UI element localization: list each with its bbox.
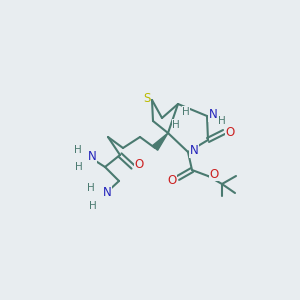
Text: N: N — [208, 109, 217, 122]
Text: N: N — [103, 185, 111, 199]
Text: O: O — [134, 158, 144, 172]
Text: N: N — [88, 151, 96, 164]
Text: H: H — [74, 145, 82, 155]
Text: O: O — [167, 175, 177, 188]
Text: H: H — [89, 201, 97, 211]
Text: H: H — [75, 162, 83, 172]
Text: H: H — [87, 183, 95, 193]
Text: N: N — [190, 145, 198, 158]
Polygon shape — [152, 133, 168, 150]
Text: O: O — [225, 125, 235, 139]
Text: H: H — [218, 116, 226, 126]
Text: S: S — [143, 92, 151, 106]
Text: H: H — [172, 120, 180, 130]
Text: H: H — [182, 107, 190, 117]
Text: O: O — [209, 167, 219, 181]
